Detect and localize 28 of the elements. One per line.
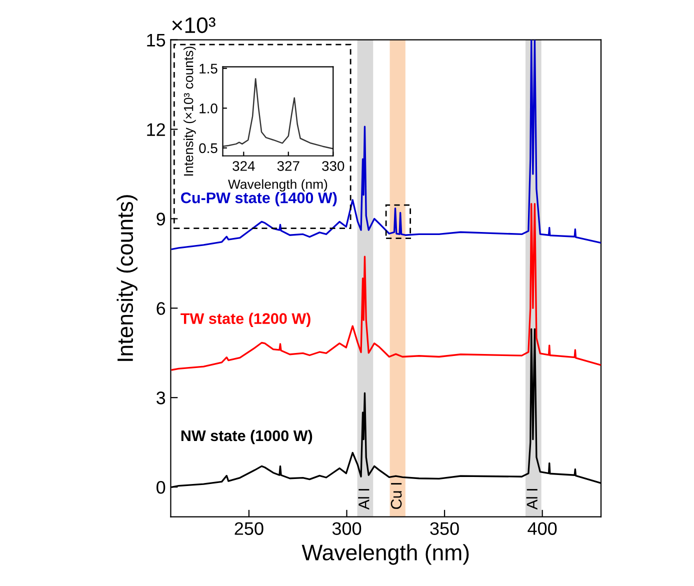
x-tick-label: 327 xyxy=(277,161,300,171)
y-tick-label: 15 xyxy=(147,34,166,47)
band-label: Al I xyxy=(526,489,538,510)
x-tick-label: 300 xyxy=(332,522,362,535)
y-tick-label: 1.0 xyxy=(200,103,218,114)
series-label: TW state (1200 W) xyxy=(180,312,310,327)
y-tick-label: 1.5 xyxy=(200,64,218,74)
y-tick-label: 3 xyxy=(156,392,166,404)
y-tick-label: 9 xyxy=(156,212,166,226)
y-tick-label: 6 xyxy=(156,302,166,315)
series-label: Cu-PW state (1400 W) xyxy=(181,192,337,206)
text: ×10³ xyxy=(172,17,216,34)
x-tick-label: 350 xyxy=(430,522,459,535)
y-tick-label: 0 xyxy=(156,480,166,494)
x-axis-title: Wavelength (nm) xyxy=(302,544,469,565)
x-tick-label: 250 xyxy=(234,522,264,535)
y-tick-label: 0.5 xyxy=(199,143,218,154)
y-tick-label: 12 xyxy=(147,123,165,136)
x-axis-title: Wavelength (nm) xyxy=(228,179,328,192)
x-tick-label: 330 xyxy=(322,161,344,171)
band-label: Al I xyxy=(358,489,370,510)
line-series xyxy=(222,78,334,150)
y-axis-title: Intensity (counts) xyxy=(116,195,138,361)
x-tick-label: 400 xyxy=(528,522,557,535)
x-tick-label: 324 xyxy=(232,161,255,171)
y-axis-title: Intensity (×10³ counts) xyxy=(184,46,196,176)
text: NW state (1000 W) xyxy=(181,430,312,444)
band-label: Cu I xyxy=(390,483,402,509)
